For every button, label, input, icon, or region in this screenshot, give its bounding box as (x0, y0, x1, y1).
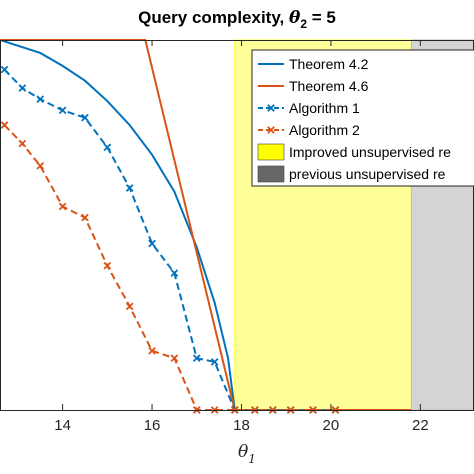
x-tick-label-1: 16 (144, 417, 161, 434)
title-subscript: 2 (300, 17, 307, 31)
series-2-point-3 (58, 106, 67, 115)
series-3-point-8 (170, 354, 179, 363)
series-3-point-0 (0, 121, 9, 129)
chart-title: Query complexity, θ2 = 5 (138, 8, 336, 31)
x-tick-label-3: 20 (323, 417, 340, 434)
x-axis-label-symbol: θ (238, 442, 248, 462)
legend: Theorem 4.2 Theorem 4.6 Algorithm 1 Algorit… (251, 49, 474, 187)
x-axis-label: θ1 (238, 442, 256, 466)
legend-marker-3 (267, 126, 275, 134)
legend-swatch-4 (257, 143, 285, 161)
series-3-point-3 (58, 202, 67, 211)
legend-label-0: Theorem 4.2 (289, 56, 369, 72)
series-3-point-6 (125, 302, 134, 311)
legend-label-3: Algorithm 2 (289, 122, 360, 138)
series-2-point-2 (36, 95, 45, 104)
series-2-point-6 (125, 184, 134, 192)
series-3-point-7 (148, 346, 156, 355)
series-2-point-5 (103, 143, 112, 152)
legend-label-2: Algorithm 1 (289, 100, 360, 116)
x-tick-label-4: 22 (412, 417, 429, 434)
title-suffix: = 5 (307, 8, 336, 27)
x-axis-label-subscript: 1 (248, 452, 256, 466)
legend-marker-2 (267, 104, 275, 112)
legend-label-5: previous unsupervised re (289, 166, 446, 182)
x-tick-label-2: 18 (233, 417, 250, 434)
series-3-point-1 (18, 139, 27, 148)
series-2-point-9 (192, 354, 201, 363)
series-2-point-10 (210, 358, 219, 366)
series-line-0 (0, 39, 236, 411)
series-2-point-4 (81, 113, 89, 122)
series-3-point-5 (103, 261, 112, 270)
series-2-point-0 (0, 65, 9, 74)
legend-box (251, 49, 474, 187)
series-2-point-1 (18, 84, 27, 92)
x-tick-label-0: 14 (54, 417, 71, 434)
series-3-point-2 (36, 161, 45, 170)
legend-label-1: Theorem 4.6 (289, 78, 369, 94)
series-3-point-4 (81, 213, 89, 222)
legend-swatch-5 (257, 165, 285, 183)
x-axis-ticks: 14 16 18 20 22 (54, 40, 429, 434)
series-2-point-8 (170, 269, 179, 277)
series-2-point-7 (148, 239, 156, 248)
title-prefix: Query complexity, (138, 8, 289, 27)
legend-label-4: Improved unsupervised re (289, 144, 451, 160)
title-symbol: θ (289, 8, 301, 28)
